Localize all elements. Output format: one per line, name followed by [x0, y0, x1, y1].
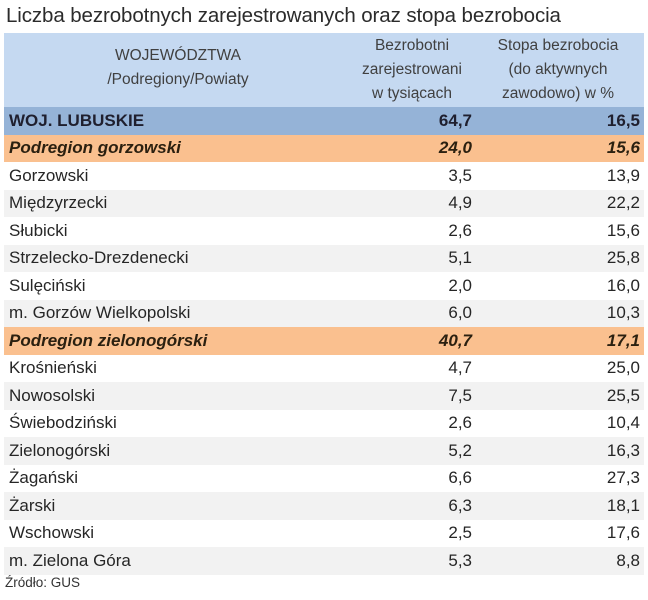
unemployed-cell: 2,6 [448, 220, 472, 240]
region-name-cell: Podregion zielonogórski [9, 330, 208, 350]
header-unemployed-line2: zarejestrowani [362, 61, 462, 78]
region-name-cell: Świebodziński [9, 413, 117, 433]
header-unemployed-line1: Bezrobotni [374, 37, 450, 54]
table-row: Słubicki 2,6 15,6 [4, 217, 644, 245]
rate-cell: 10,3 [606, 303, 640, 323]
table-row: Nowosolski 7,5 25,5 [4, 382, 644, 410]
table-row: Międzyrzecki 4,9 22,2 [4, 189, 644, 217]
rate-cell: 18,1 [606, 495, 640, 515]
table-row: Wschowski 2,5 17,6 [4, 519, 644, 547]
header-region-line1: WOJEWÓDZTWA [115, 47, 241, 64]
rate-cell: 16,3 [606, 440, 640, 460]
unemployed-cell: 6,6 [448, 468, 472, 488]
table-title: Liczba bezrobotnych zarejestrowanych ora… [6, 4, 561, 27]
rate-cell: 27,3 [606, 468, 640, 488]
unemployed-cell: 24,0 [438, 138, 472, 158]
region-name-cell: Słubicki [9, 220, 68, 240]
region-name-cell: Podregion gorzowski [9, 138, 181, 158]
region-name-cell: Krośnieński [9, 358, 97, 378]
region-name-cell: Wschowski [9, 523, 95, 543]
unemployed-cell: 40,7 [438, 330, 472, 350]
header-region: WOJEWÓDZTWA /Podregiony/Powiaty [4, 33, 352, 107]
table-row: Zielonogórski 5,2 16,3 [4, 437, 644, 465]
table-row: Sulęciński 2,0 16,0 [4, 272, 644, 300]
unemployed-cell: 2,6 [448, 413, 472, 433]
table-row: Gorzowski 3,5 13,9 [4, 162, 644, 190]
unemployed-cell: 4,7 [448, 358, 472, 378]
header-unemployed: Bezrobotni zarejestrowani w tysiącach [352, 33, 472, 107]
rate-cell: 8,8 [616, 550, 640, 570]
rate-cell: 15,6 [606, 138, 640, 158]
rate-cell: 25,8 [606, 248, 640, 268]
unemployed-cell: 6,0 [448, 303, 472, 323]
unemployed-cell: 3,5 [448, 165, 472, 185]
subregion-row: Podregion zielonogórski 40,7 17,1 [4, 327, 644, 355]
rate-cell: 25,5 [606, 385, 640, 405]
rate-cell: 17,1 [606, 330, 640, 350]
rate-cell: 25,0 [606, 358, 640, 378]
rate-cell: 17,6 [606, 523, 640, 543]
header-rate: Stopa bezrobocia (do aktywnych zawodowo)… [472, 33, 644, 107]
unemployed-cell: 5,2 [448, 440, 472, 460]
header-rate-line2: (do aktywnych [508, 61, 608, 78]
header-unemployed-line3: w tysiącach [371, 85, 453, 102]
region-name-cell: Strzelecko-Drezdenecki [9, 248, 189, 268]
voivodeship-row: WOJ. LUBUSKIE 64,7 16,5 [4, 107, 644, 135]
table-header: WOJEWÓDZTWA /Podregiony/Powiaty Bezrobot… [4, 33, 644, 107]
region-name-cell: Gorzowski [9, 165, 89, 185]
unemployed-cell: 2,0 [448, 275, 472, 295]
table-row: m. Zielona Góra 5,3 8,8 [4, 547, 644, 575]
rate-cell: 22,2 [606, 193, 640, 213]
region-name-cell: WOJ. LUBUSKIE [9, 110, 145, 130]
unemployed-cell: 64,7 [438, 110, 472, 130]
subregion-row: Podregion gorzowski 24,0 15,6 [4, 134, 644, 162]
rate-cell: 15,6 [606, 220, 640, 240]
source-note: Źródło: GUS [5, 575, 81, 590]
rate-cell: 10,4 [606, 413, 640, 433]
unemployed-cell: 6,3 [448, 495, 472, 515]
header-region-line2: /Podregiony/Powiaty [107, 71, 249, 88]
region-name-cell: Międzyrzecki [9, 193, 108, 213]
region-name-cell: Sulęciński [9, 275, 86, 295]
unemployed-cell: 7,5 [448, 385, 472, 405]
rate-cell: 16,5 [606, 110, 640, 130]
table-row: m. Gorzów Wielkopolski 6,0 10,3 [4, 299, 644, 327]
unemployed-cell: 5,1 [448, 248, 472, 268]
rate-cell: 16,0 [606, 275, 640, 295]
region-name-cell: Żarski [9, 495, 56, 515]
table-row: Świebodziński 2,6 10,4 [4, 409, 644, 437]
unemployed-cell: 5,3 [448, 550, 472, 570]
header-rate-line1: Stopa bezrobocia [497, 37, 619, 54]
table-body: WOJ. LUBUSKIE 64,7 16,5 Podregion gorzowski… [4, 107, 644, 575]
header-rate-line3: zawodowo) w % [502, 85, 614, 102]
table-row: Żarski 6,3 18,1 [4, 492, 644, 520]
table-row: Krośnieński 4,7 25,0 [4, 354, 644, 382]
region-name-cell: m. Gorzów Wielkopolski [9, 303, 191, 323]
region-name-cell: Nowosolski [9, 385, 95, 405]
rate-cell: 13,9 [606, 165, 640, 185]
region-name-cell: Żagański [9, 468, 78, 488]
unemployment-table: WOJEWÓDZTWA /Podregiony/Powiaty Bezrobot… [4, 33, 644, 575]
unemployed-cell: 2,5 [448, 523, 472, 543]
unemployed-cell: 4,9 [448, 193, 472, 213]
region-name-cell: Zielonogórski [9, 440, 111, 460]
table-row: Strzelecko-Drezdenecki 5,1 25,8 [4, 244, 644, 272]
region-name-cell: m. Zielona Góra [9, 550, 131, 570]
table-row: Żagański 6,6 27,3 [4, 464, 644, 492]
